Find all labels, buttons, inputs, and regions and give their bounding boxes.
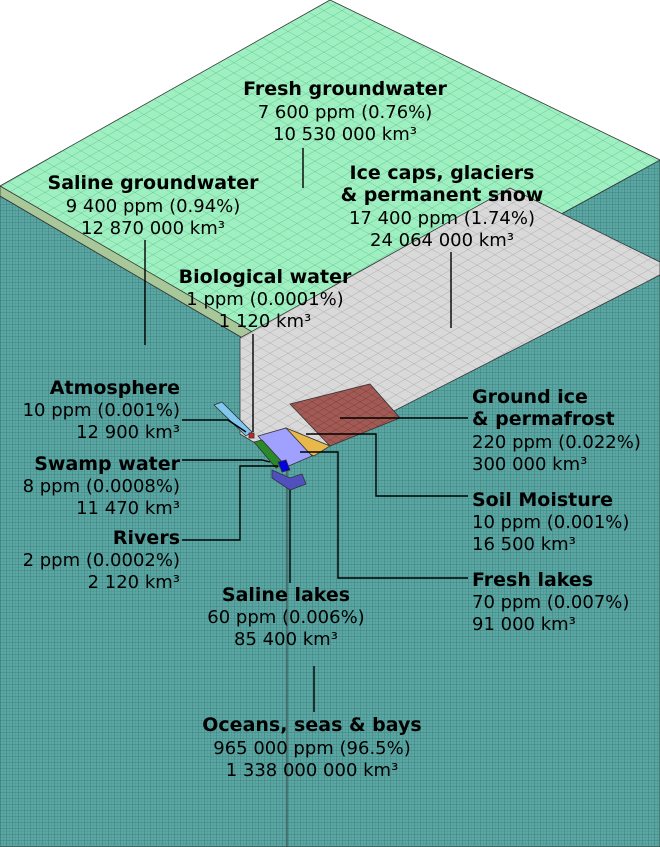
- atmosphere-ppm: 10 ppm (0.001%): [23, 400, 180, 421]
- saline-lakes-ppm: 60 ppm (0.006%): [207, 607, 364, 628]
- fresh-lakes-ppm: 70 ppm (0.007%): [472, 592, 629, 613]
- ground-ice-ppm: 220 ppm (0.022%): [472, 432, 641, 453]
- label-fresh-groundwater: Fresh groundwater 7 600 ppm (0.76%) 10 5…: [243, 78, 447, 145]
- label-saline-lakes: Saline lakes 60 ppm (0.006%) 85 400 km³: [207, 584, 364, 650]
- swamp-volume: 11 470 km³: [76, 498, 180, 519]
- saline-lakes-volume: 85 400 km³: [234, 629, 338, 650]
- oceans-ppm: 965 000 ppm (96.5%): [213, 738, 411, 759]
- ice-caps-title-2: & permanent snow: [341, 184, 544, 206]
- saline-lakes-block: [271, 469, 307, 491]
- fresh-lakes-title: Fresh lakes: [472, 569, 593, 591]
- label-soil-moisture: Soil Moisture 10 ppm (0.001%) 16 500 km³: [472, 489, 629, 555]
- saline-groundwater-volume: 12 870 000 km³: [81, 218, 225, 239]
- label-saline-groundwater: Saline groundwater 9 400 ppm (0.94%) 12 …: [48, 172, 260, 239]
- swamp-ppm: 8 ppm (0.0008%): [23, 476, 180, 497]
- soil-moisture-volume: 16 500 km³: [472, 534, 576, 555]
- soil-moisture-title: Soil Moisture: [472, 489, 613, 511]
- fresh-groundwater-volume: 10 530 000 km³: [273, 124, 417, 145]
- ice-caps-volume: 24 064 000 km³: [370, 230, 514, 251]
- oceans-volume: 1 338 000 000 km³: [226, 760, 399, 781]
- ground-ice-grid: [290, 384, 400, 446]
- atmosphere-volume: 12 900 km³: [76, 422, 180, 443]
- ground-ice-block: [289, 383, 401, 447]
- rivers-volume: 2 120 km³: [88, 572, 180, 593]
- ice-caps-ppm: 17 400 ppm (1.74%): [349, 208, 535, 229]
- biological-water-dot: [248, 432, 255, 439]
- ground-ice-title-1: Ground ice: [472, 386, 588, 408]
- ice-caps-title-1: Ice caps, glaciers: [350, 162, 535, 184]
- leader-swamp: [182, 459, 271, 463]
- oceans-title: Oceans, seas & bays: [202, 714, 421, 736]
- leader-atmosphere: [182, 419, 247, 433]
- fresh-groundwater-title: Fresh groundwater: [243, 78, 447, 100]
- label-rivers: Rivers 2 ppm (0.0002%) 2 120 km³: [23, 527, 180, 593]
- ocean-left-grid: [0, 196, 287, 847]
- fresh-groundwater-grid: [0, 0, 660, 364]
- label-ice-caps: Ice caps, glaciers & permanent snow 17 4…: [341, 162, 544, 251]
- biological-title: Biological water: [179, 266, 352, 288]
- rivers-ppm: 2 ppm (0.0002%): [23, 550, 180, 571]
- leader-rivers: [182, 465, 278, 541]
- label-swamp: Swamp water 8 ppm (0.0008%) 11 470 km³: [23, 453, 181, 519]
- leader-soil-moisture: [306, 433, 468, 497]
- rivers-title: Rivers: [113, 527, 180, 549]
- biological-volume: 1 120 km³: [219, 311, 311, 332]
- saline-groundwater-title: Saline groundwater: [48, 172, 260, 194]
- biological-ppm: 1 ppm (0.0001%): [186, 289, 343, 310]
- saline-lakes-title: Saline lakes: [222, 584, 350, 606]
- label-ground-ice: Ground ice & permafrost 220 ppm (0.022%)…: [472, 386, 641, 475]
- saline-groundwater-ppm: 9 400 ppm (0.94%): [66, 196, 241, 217]
- fresh-groundwater-ppm: 7 600 ppm (0.76%): [258, 102, 433, 123]
- fresh-lakes-volume: 91 000 km³: [472, 614, 576, 635]
- cube-left-face: [0, 195, 288, 847]
- label-fresh-lakes: Fresh lakes 70 ppm (0.007%) 91 000 km³: [472, 569, 629, 635]
- label-oceans: Oceans, seas & bays 965 000 ppm (96.5%) …: [202, 714, 421, 781]
- ground-ice-volume: 300 000 km³: [472, 454, 587, 475]
- leader-lines: [144, 148, 468, 712]
- atmosphere-title: Atmosphere: [50, 377, 180, 399]
- soil-moisture-ppm: 10 ppm (0.001%): [472, 512, 629, 533]
- leader-fresh-lakes: [300, 451, 468, 579]
- rivers-block: [277, 459, 291, 473]
- ground-ice-title-2: & permafrost: [472, 408, 615, 430]
- label-atmosphere: Atmosphere 10 ppm (0.001%) 12 900 km³: [23, 377, 180, 443]
- saline-lakes-grid: [272, 470, 306, 490]
- swamp-title: Swamp water: [34, 453, 180, 475]
- label-biological: Biological water 1 ppm (0.0001%) 1 120 k…: [179, 266, 352, 332]
